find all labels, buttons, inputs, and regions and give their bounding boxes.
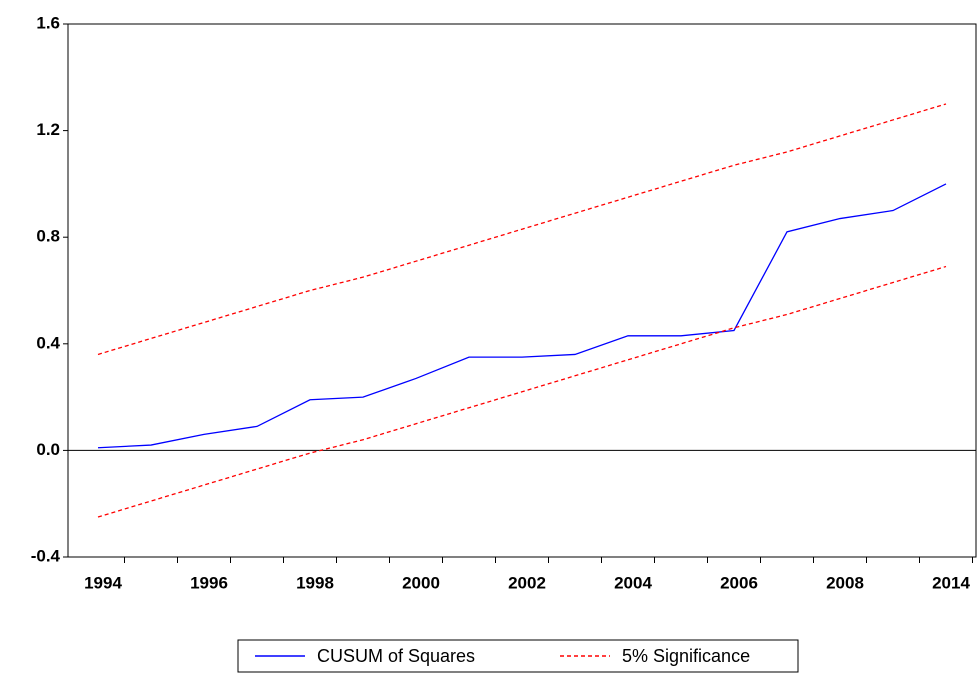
series-line [97,265,947,518]
series-line [97,103,947,356]
y-tick-label: -0.4 [31,546,61,565]
legend-label: 5% Significance [622,646,750,666]
legend-label: CUSUM of Squares [317,646,475,666]
x-tick-label: 2014 [932,573,970,592]
series-line [97,183,947,449]
x-tick-label: 2008 [826,573,864,592]
y-tick-label: 1.6 [36,13,60,32]
legend-box [237,639,799,673]
y-tick-label: 0.4 [36,333,60,352]
x-tick-label: 2002 [508,573,546,592]
y-tick-label: 0.0 [36,440,60,459]
plot-frame [67,23,977,558]
x-tick-label: 2006 [720,573,758,592]
y-tick-label: 0.8 [36,227,60,246]
x-tick-label: 2004 [614,573,652,592]
x-tick-label: 1998 [296,573,334,592]
x-tick-label: 1994 [84,573,122,592]
x-tick-label: 1996 [190,573,228,592]
x-tick-label: 2000 [402,573,440,592]
y-tick-label: 1.2 [36,120,60,139]
